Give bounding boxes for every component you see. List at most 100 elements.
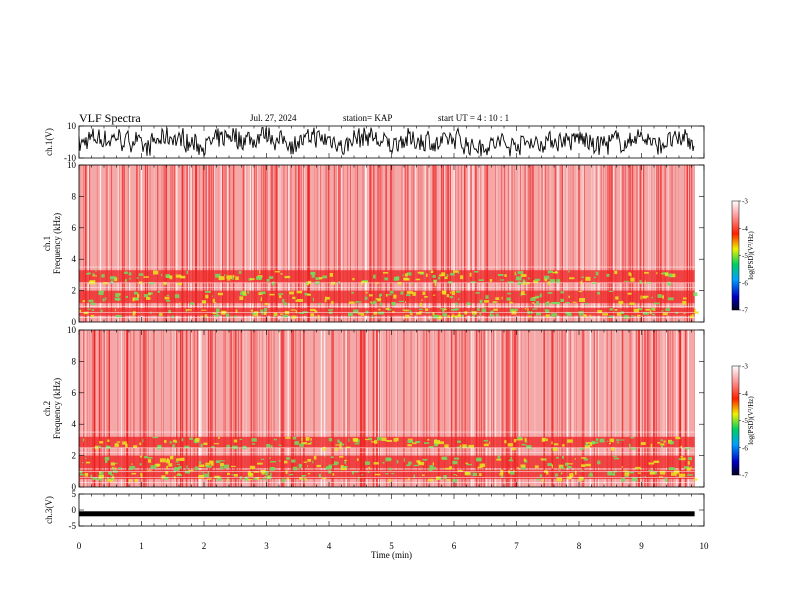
ch1-spectrogram-band-speck — [212, 298, 215, 302]
ch2-spectrogram-streak — [142, 330, 144, 487]
ch2-spectrogram-band-speck — [166, 459, 170, 464]
ch2-spectrogram-streak — [198, 330, 201, 487]
x-tick-label: 7 — [514, 541, 519, 551]
ch1-spectrogram-band-speck — [419, 302, 422, 307]
ch1-spectrogram-band-speck — [186, 270, 188, 275]
ch1-spectrogram-streak — [451, 165, 453, 322]
ch1-spectrogram-streak — [144, 165, 146, 322]
ch2-spectrogram-y-tick-label: 0 — [72, 482, 77, 492]
ch2-spectrogram-band-speck — [299, 443, 304, 447]
ch2-spectrogram-streak — [461, 330, 462, 487]
ch1-spectrogram-streak — [429, 165, 430, 322]
ch1-spectrogram-streak — [497, 165, 499, 322]
ch2-spectrogram-band-speck — [358, 476, 360, 481]
ch2-spectrogram-band-speck — [354, 443, 360, 445]
ch1-spectrogram-band-speck — [260, 298, 262, 302]
ch1-spectrogram-band-speck — [241, 290, 246, 295]
ch1-spectrogram-band-speck — [103, 282, 108, 285]
ch2-spectrogram-streak — [635, 330, 638, 487]
ch2-spectrogram-band-speck — [310, 441, 313, 443]
ch1-spectrogram-band-speck — [370, 302, 375, 305]
ch2-spectrogram-streak — [593, 330, 596, 487]
ch2-spectrogram-band-speck — [339, 456, 344, 458]
ch2-spectrogram-streak — [417, 330, 419, 487]
ch1-spectrogram-band-speck — [517, 271, 524, 274]
ch2-spectrogram-band-speck — [84, 473, 89, 477]
ch1-spectrogram-band-speck — [261, 312, 264, 315]
ch2-spectrogram-streak — [463, 330, 465, 487]
ch2-spectrogram-streak — [268, 330, 270, 487]
ch2-spectrogram-band-speck — [449, 466, 453, 470]
ch1-spectrogram-streak — [146, 165, 147, 322]
ch1-spectrogram-streak — [547, 165, 549, 322]
ch2-spectrogram-band-speck — [267, 475, 270, 478]
ch1-spectrogram-streak — [439, 165, 441, 322]
ch1-spectrogram-band-speck — [163, 282, 167, 285]
ch1-spectrogram-band-speck — [693, 292, 698, 296]
ch2-spectrogram-band-speck — [434, 443, 438, 447]
ch2-spectrogram-streak — [118, 330, 120, 487]
ch2-spectrogram-band-speck — [566, 439, 573, 443]
ch1-spectrogram-band-speck — [114, 308, 116, 312]
ch1-spectrogram-streak — [448, 165, 450, 322]
ch2-spectrogram-streak — [194, 330, 195, 487]
ch1-spectrogram-band-speck — [105, 297, 107, 301]
ch1-spectrogram-band-speck — [522, 279, 526, 283]
ch2-spectrogram-streak — [230, 330, 232, 487]
ch2-spectrogram-band-speck — [370, 441, 376, 443]
ch2-spectrogram-band-speck — [173, 439, 177, 443]
ch1-spectrogram-band-speck — [348, 314, 350, 317]
ch2-spectrogram-band-speck — [403, 457, 405, 462]
ch2-spectrogram-streak — [621, 330, 624, 487]
ch1-spectrogram-streak — [684, 165, 687, 322]
ch2-spectrogram-streak — [386, 330, 388, 487]
ch2-spectrogram-band-speck — [176, 464, 181, 466]
ch1-spectrogram-streak — [328, 165, 330, 322]
ch2-spectrogram-band-speck — [264, 476, 266, 478]
ch2-spectrogram-streak — [404, 330, 406, 487]
ch1-spectrogram-streak — [249, 165, 252, 322]
ch1-spectrogram-band-speck — [650, 308, 655, 310]
ch1-spectrogram-streak — [181, 165, 183, 322]
ch1-spectrogram-band-speck — [217, 314, 220, 316]
ch2-spectrogram-streak — [389, 330, 390, 487]
ch2-spectrogram-band-speck — [431, 467, 437, 470]
ch1-spectrogram-streak — [624, 165, 626, 322]
ch2-spectrogram-streak — [296, 330, 298, 487]
ch1-spectrogram-band-speck — [258, 292, 263, 295]
ch1-spectrogram-streak — [196, 165, 198, 322]
ch1-spectrogram-band-speck — [318, 277, 323, 280]
ch1-spectrogram-streak — [87, 165, 89, 322]
ch2-spectrogram-streak — [665, 330, 668, 487]
ch1-spectrogram-streak — [607, 165, 609, 322]
ch1-spectrogram-streak — [633, 165, 635, 322]
ch1-spectrogram-streak — [526, 165, 527, 322]
ch2-spectrogram-band-speck — [664, 478, 668, 482]
ch1-spectrogram-band-speck — [490, 310, 494, 314]
ch2-spectrogram-band-speck — [444, 467, 450, 470]
ch1-spectrogram-band-speck — [247, 291, 250, 294]
ch1-spectrogram-band-speck — [325, 296, 330, 300]
ch1-spectrogram-band-speck — [597, 310, 603, 314]
ch2-spectrogram-streak — [356, 330, 358, 487]
ch1-spectrogram-band-speck — [514, 271, 516, 276]
ch1-spectrogram-streak — [404, 165, 407, 322]
ch1-spectrogram-band-speck — [125, 279, 127, 283]
ch1-spectrogram-streak — [339, 165, 341, 322]
ch2-spectrogram-band-speck — [453, 474, 456, 476]
ch1-spectrogram-band-speck — [527, 308, 529, 311]
ch1-spectrogram-streak — [254, 165, 256, 322]
ch2-spectrogram-band-speck — [547, 463, 552, 466]
ch2-spectrogram-streak — [124, 330, 126, 487]
ch2-spectrogram-band-speck — [325, 466, 332, 470]
start-time-label: start UT = 4 : 10 : 1 — [438, 113, 510, 123]
ch1-spectrogram-streak — [688, 165, 690, 322]
ch2-spectrogram-band-speck — [585, 463, 591, 467]
ch2-spectrogram-streak — [189, 330, 191, 487]
ch2-spectrogram-band-speck — [161, 475, 166, 479]
ch2-spectrogram-streak — [561, 330, 562, 487]
ch1-spectrogram-streak — [136, 165, 138, 322]
ch2-spectrogram-colorbar-tick-label: -6 — [742, 444, 748, 452]
ch2-spectrogram-band-speck — [543, 458, 547, 460]
ch1-spectrogram-band-speck — [403, 309, 405, 311]
